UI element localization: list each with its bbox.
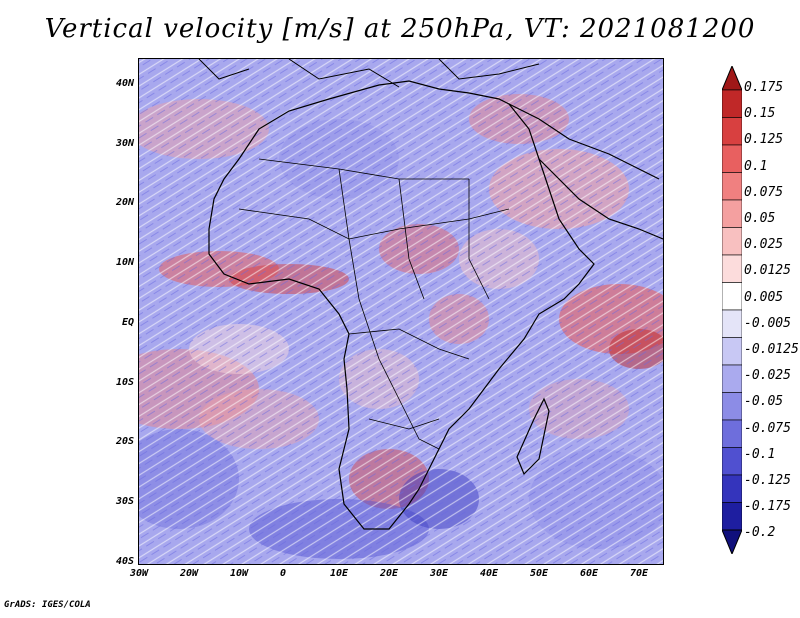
lon-label: 10W	[230, 568, 249, 579]
lat-label: 30S	[115, 495, 134, 507]
colorbar-segment	[722, 447, 742, 476]
colorbar-label: -0.05	[744, 394, 784, 410]
lon-label: 20E	[380, 568, 399, 579]
lat-label: 10S	[115, 376, 134, 388]
colorbar-label: 0.1	[744, 158, 768, 174]
vertical-velocity-field	[139, 59, 663, 564]
lon-label: 30W	[130, 568, 149, 579]
colorbar-label: -0.075	[744, 420, 791, 436]
lon-label: 0	[280, 568, 287, 579]
field-streaks	[139, 59, 663, 564]
colorbar-label: -0.0125	[744, 342, 799, 357]
colorbar-segment	[722, 172, 742, 201]
colorbar-segment	[722, 392, 742, 421]
lat-label: 20N	[115, 197, 134, 209]
lat-label: EQ	[121, 316, 134, 328]
footer-credit: GrADS: IGES/COLA	[4, 600, 91, 610]
map-plot-area	[138, 58, 664, 565]
chart-title: Vertical velocity [m/s] at 250hPa, VT: 2…	[44, 14, 756, 44]
colorbar-label: -0.2	[744, 525, 776, 541]
colorbar-label: -0.025	[744, 368, 791, 384]
colorbar-label: 0.075	[744, 184, 784, 200]
colorbar-segment	[722, 227, 742, 256]
lon-label: 70E	[630, 568, 649, 579]
lat-label: 40S	[115, 555, 134, 567]
colorbar-segment	[722, 474, 742, 503]
colorbar-label: -0.1	[744, 446, 776, 462]
colorbar-label: 0.025	[744, 237, 784, 253]
colorbar-segment	[722, 117, 742, 146]
colorbar-label: 0.15	[744, 106, 776, 122]
colorbar-label: 0.175	[744, 80, 784, 95]
colorbar-bottom-arrow	[722, 529, 742, 554]
colorbar-segment	[722, 337, 742, 366]
colorbar-label: -0.005	[744, 315, 791, 331]
colorbar-label: 0.125	[744, 132, 784, 148]
lon-label: 30E	[430, 568, 449, 579]
lat-label: 10N	[115, 257, 134, 269]
lat-label: 30N	[115, 137, 134, 149]
colorbar-label: -0.175	[744, 499, 791, 515]
colorbar-segment	[722, 502, 742, 531]
europe-coastline	[198, 59, 540, 88]
colorbar-segment	[722, 309, 742, 338]
colorbar-segment	[722, 282, 742, 311]
colorbar-label: -0.125	[744, 473, 791, 488]
madagascar-coastline	[516, 397, 550, 476]
colorbar-segment	[722, 364, 742, 393]
arabian-coastline	[508, 103, 663, 240]
lon-label: 20W	[180, 568, 199, 579]
colorbar-segment	[722, 199, 742, 228]
lon-label: 40E	[480, 568, 499, 579]
colorbar-segment	[722, 144, 742, 173]
lon-label: 60E	[580, 568, 599, 579]
colorbar-top-arrow	[722, 66, 742, 91]
colorbar-segment	[722, 254, 742, 283]
country-borders	[238, 158, 510, 450]
lat-label: 40N	[115, 78, 134, 89]
lat-label: 20S	[115, 436, 134, 448]
colorbar-segment	[722, 419, 742, 448]
colorbar-label: 0.005	[744, 289, 784, 305]
lon-label: 10E	[330, 568, 349, 579]
colorbar	[722, 66, 742, 554]
lon-label: 50E	[530, 568, 549, 579]
colorbar-label: 0.0125	[744, 263, 791, 279]
africa-coastline	[208, 80, 595, 530]
colorbar-label: 0.05	[744, 211, 776, 226]
colorbar-segment	[722, 89, 742, 118]
